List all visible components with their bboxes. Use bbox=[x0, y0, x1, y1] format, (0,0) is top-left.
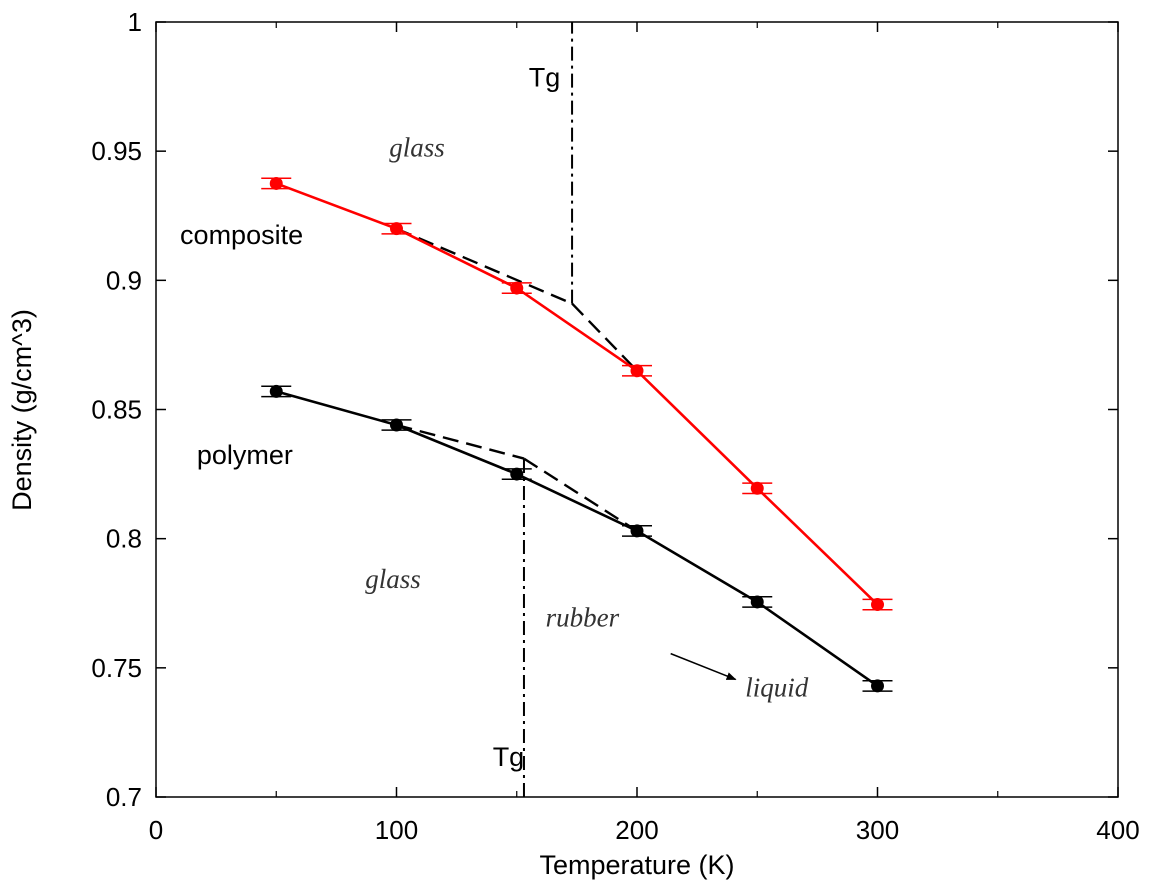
data-point-composite bbox=[630, 364, 644, 378]
y-tick-label: 0.9 bbox=[106, 265, 142, 295]
series-line-composite bbox=[275, 182, 879, 606]
data-point-composite bbox=[510, 281, 524, 295]
fit-line-composite bbox=[571, 302, 638, 372]
phase-arrow bbox=[670, 652, 737, 681]
fit-line-composite bbox=[396, 227, 573, 305]
data-point-polymer bbox=[871, 679, 884, 693]
annotations: composite polymer glass glass rubber liquid bbox=[180, 132, 809, 702]
series-name-label: polymer bbox=[197, 440, 293, 470]
y-tick-label: 0.85 bbox=[91, 395, 142, 425]
data-point-polymer bbox=[750, 595, 764, 609]
data-point-composite bbox=[871, 598, 884, 612]
data-point-composite bbox=[750, 481, 764, 495]
data-point-composite bbox=[390, 222, 403, 236]
x-tick-label: 100 bbox=[375, 815, 418, 845]
phase-label: glass bbox=[365, 564, 421, 594]
fit-line-polymer bbox=[396, 423, 525, 460]
phase-label: glass bbox=[389, 132, 445, 162]
plot-frame bbox=[155, 21, 1119, 798]
series-name-label: composite bbox=[180, 220, 303, 250]
phase-label: rubber bbox=[546, 603, 620, 633]
x-axis-title: Temperature (K) bbox=[539, 850, 734, 880]
x-tick-label: 200 bbox=[615, 815, 658, 845]
series-layer bbox=[261, 176, 893, 693]
series-line-polymer bbox=[275, 390, 879, 687]
tg-label: Tg bbox=[529, 63, 561, 93]
y-tick-label: 0.8 bbox=[106, 524, 142, 554]
y-tick-label: 1 bbox=[128, 7, 142, 37]
data-point-composite bbox=[269, 176, 283, 190]
axis-ticks: 0 100 200 300 400 0.7 0.75 0.8 0.85 0.9 0.95 1 bbox=[91, 7, 1139, 845]
y-tick-label: 0.95 bbox=[91, 136, 142, 166]
tg-label: Tg bbox=[493, 742, 525, 772]
data-point-polymer bbox=[510, 467, 524, 481]
data-point-polymer bbox=[269, 384, 283, 398]
y-tick-label: 0.75 bbox=[91, 653, 142, 683]
x-tick-label: 300 bbox=[856, 815, 899, 845]
y-tick-label: 0.7 bbox=[106, 782, 142, 812]
phase-label: liquid bbox=[745, 672, 809, 702]
fit-lines bbox=[396, 227, 638, 532]
x-tick-label: 0 bbox=[149, 815, 163, 845]
tg-lines: Tg Tg bbox=[493, 22, 574, 797]
data-point-polymer bbox=[630, 524, 644, 538]
fit-line-polymer bbox=[523, 457, 638, 532]
x-tick-label: 400 bbox=[1096, 815, 1139, 845]
y-axis-title: Density (g/cm^3) bbox=[7, 309, 37, 511]
data-point-polymer bbox=[390, 418, 403, 432]
